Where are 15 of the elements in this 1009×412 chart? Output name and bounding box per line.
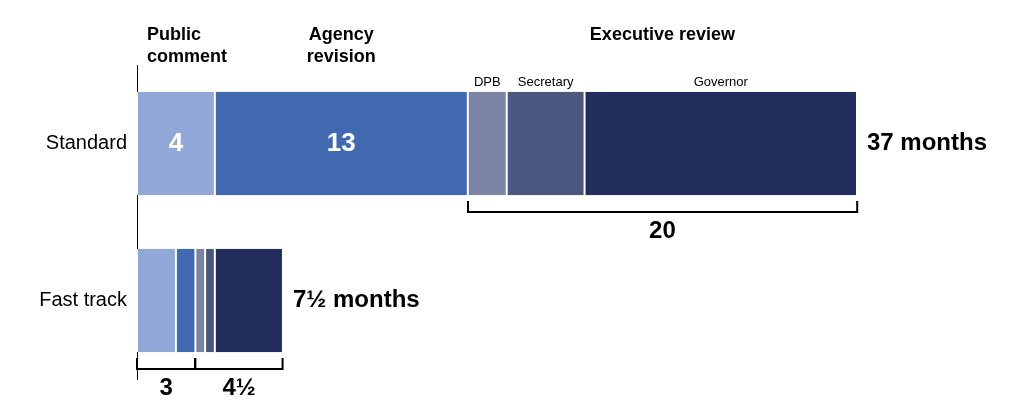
series-label: Governor — [693, 73, 749, 89]
data-label: 4 — [168, 126, 184, 157]
annotation: 20 — [649, 215, 676, 243]
annotation: 3 — [159, 372, 173, 400]
y-tick-label: Standard — [45, 131, 127, 154]
series-label: Agency revision — [306, 23, 376, 66]
total-label: 37 months — [867, 128, 988, 156]
y-tick-label: Fast track — [39, 288, 128, 311]
series-label: Public comment — [147, 23, 228, 66]
text: Executive review — [589, 23, 736, 44]
series-label: DPB — [473, 73, 501, 89]
total-label: 7½ months — [292, 285, 420, 313]
annotation: 4½ — [222, 372, 256, 400]
data-label: 13 — [326, 126, 356, 157]
series-label: Secretary — [517, 73, 574, 89]
